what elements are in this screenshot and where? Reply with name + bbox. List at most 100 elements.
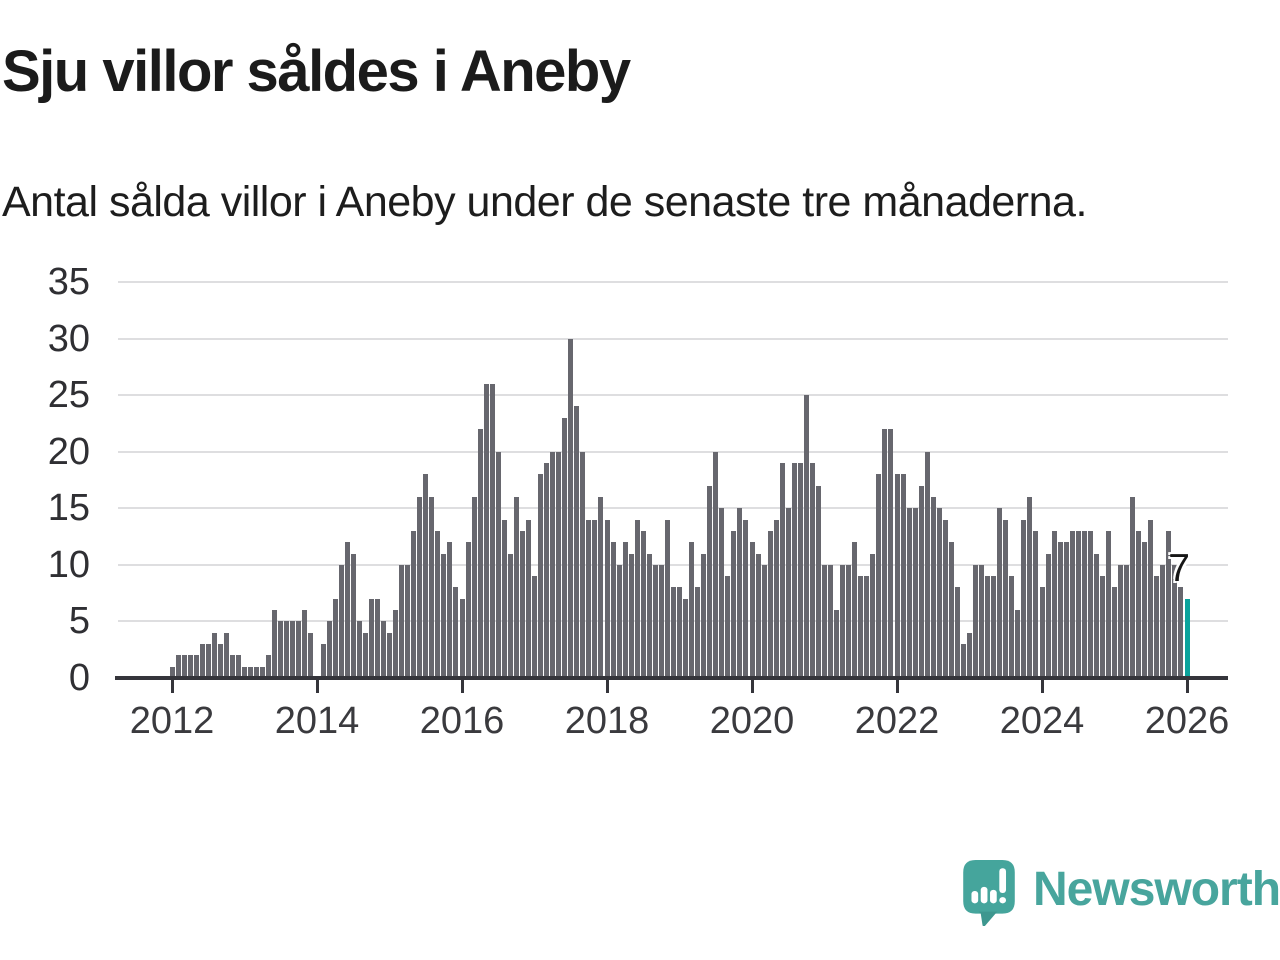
bar (1112, 587, 1117, 678)
bar (1130, 496, 1136, 678)
bar (592, 519, 598, 678)
bar (997, 508, 1003, 678)
bar (924, 451, 930, 678)
bar (229, 655, 235, 678)
gridline (118, 394, 1228, 397)
bar (580, 451, 586, 678)
bar (701, 553, 707, 678)
bar (254, 666, 260, 678)
x-axis-tick-label: 2018 (564, 700, 650, 742)
bar (344, 542, 350, 678)
bar (797, 463, 803, 678)
gridline (118, 337, 1228, 340)
x-axis-tick-label: 2016 (419, 700, 505, 742)
bar (471, 496, 477, 678)
bar (1166, 530, 1172, 678)
y-axis-tick-label: 30 (47, 317, 90, 360)
bar (435, 530, 441, 678)
bar (538, 474, 544, 678)
bar (477, 429, 483, 678)
bar (695, 587, 701, 678)
bar (326, 621, 332, 678)
bar (1178, 587, 1184, 678)
bar (368, 598, 374, 678)
bar (979, 564, 985, 678)
y-axis-tick-label: 35 (47, 261, 90, 303)
bar (864, 576, 870, 678)
bar (834, 610, 840, 678)
bar (423, 474, 429, 678)
bar (393, 610, 399, 678)
x-axis-tick-label: 2022 (854, 700, 940, 742)
newsworthy-wordmark: Newsworthy (1033, 863, 1280, 916)
bar (876, 474, 882, 678)
bar (1009, 576, 1015, 678)
bar (1154, 576, 1160, 678)
bar (338, 564, 344, 678)
bar (1039, 587, 1045, 678)
bar (930, 496, 936, 678)
bar (828, 564, 834, 678)
page-title: Sju villor såldes i Aneby (2, 39, 631, 104)
y-axis-tick-label: 0 (68, 657, 90, 699)
bar (308, 632, 314, 678)
bar (677, 587, 682, 678)
bar (356, 621, 362, 678)
bar (501, 519, 507, 678)
bar (791, 463, 797, 678)
bar (773, 519, 779, 678)
bar (646, 553, 652, 678)
bar (1045, 553, 1051, 678)
bar (380, 621, 386, 678)
bar (960, 644, 966, 678)
bar (1015, 610, 1021, 678)
bar (1124, 564, 1130, 678)
bar (610, 542, 616, 678)
bar (670, 587, 676, 678)
bar (429, 496, 435, 678)
bar (199, 644, 205, 678)
bar (761, 564, 767, 678)
x-axis-tick-label: 2014 (274, 700, 360, 742)
bar (417, 496, 423, 678)
bar (562, 417, 568, 678)
x-axis-tick (1185, 680, 1189, 693)
bar (815, 485, 821, 678)
bar (266, 655, 272, 678)
bar (1172, 564, 1178, 678)
bar (574, 406, 580, 678)
bar (362, 632, 368, 678)
bar (495, 451, 501, 678)
y-axis-tick-label: 10 (47, 543, 90, 586)
bar (284, 621, 290, 678)
bar (840, 564, 846, 678)
bar (1105, 530, 1111, 678)
bar (1118, 564, 1124, 678)
x-axis-tick-label: 2024 (999, 700, 1085, 742)
bar (664, 519, 670, 678)
bar (985, 576, 991, 678)
bar (1021, 519, 1027, 678)
bar (1142, 542, 1148, 678)
bar (1093, 553, 1099, 678)
x-axis-tick-label: 2012 (129, 700, 215, 742)
bar (954, 587, 960, 678)
bar (652, 564, 658, 678)
bar (1087, 530, 1093, 678)
bar (785, 508, 791, 678)
last-value-annotation: 7 (1168, 547, 1190, 590)
bar (519, 530, 525, 678)
chart-subtitle: Antal sålda villor i Aneby under de sena… (2, 178, 1087, 226)
bar (411, 530, 417, 678)
bar (1057, 542, 1063, 678)
bar (948, 542, 954, 678)
bar (278, 621, 284, 678)
bar (936, 508, 942, 678)
bar (332, 598, 338, 678)
bar (483, 383, 489, 678)
bar (622, 542, 628, 678)
x-axis-tick-label: 2026 (1144, 700, 1230, 742)
bar (967, 632, 972, 678)
bar (743, 519, 749, 678)
bar (290, 621, 296, 678)
